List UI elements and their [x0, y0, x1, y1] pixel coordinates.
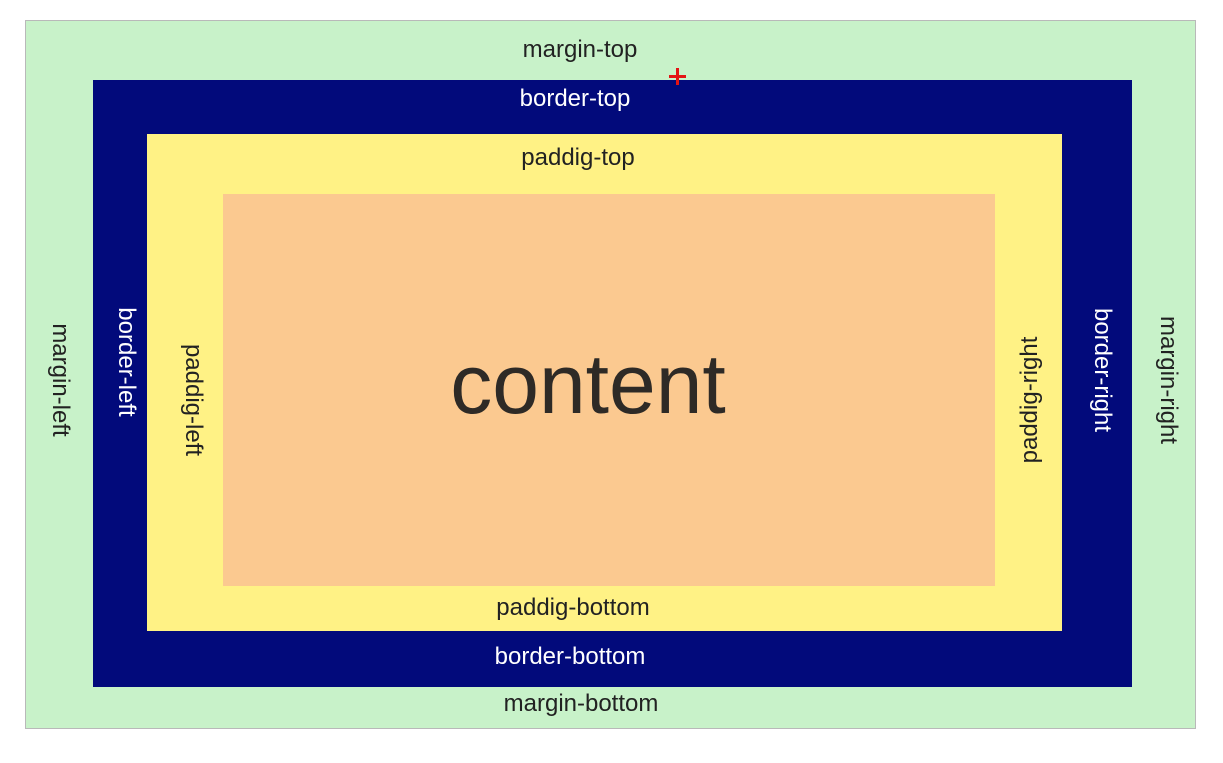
border-left-label: border-left: [113, 307, 140, 417]
diagram-frame: [25, 20, 1196, 729]
content-box: [223, 194, 995, 586]
padding-top-label: paddig-top: [521, 144, 635, 171]
padding-bottom-label: paddig-bottom: [496, 594, 650, 621]
padding-right-label: paddig-right: [1016, 336, 1043, 464]
margin-bottom-label: margin-bottom: [503, 690, 659, 717]
margin-top-label: margin-top: [522, 36, 638, 63]
crosshair-cursor-icon: [669, 68, 686, 85]
border-top-label: border-top: [519, 85, 631, 112]
border-right-label: border-right: [1089, 307, 1116, 433]
content-label: content: [450, 337, 726, 431]
border-bottom-label: border-bottom: [494, 643, 646, 670]
margin-left-label: margin-left: [47, 323, 74, 437]
margin-right-label: margin-right: [1155, 315, 1182, 445]
padding-left-label: paddig-left: [180, 343, 207, 457]
